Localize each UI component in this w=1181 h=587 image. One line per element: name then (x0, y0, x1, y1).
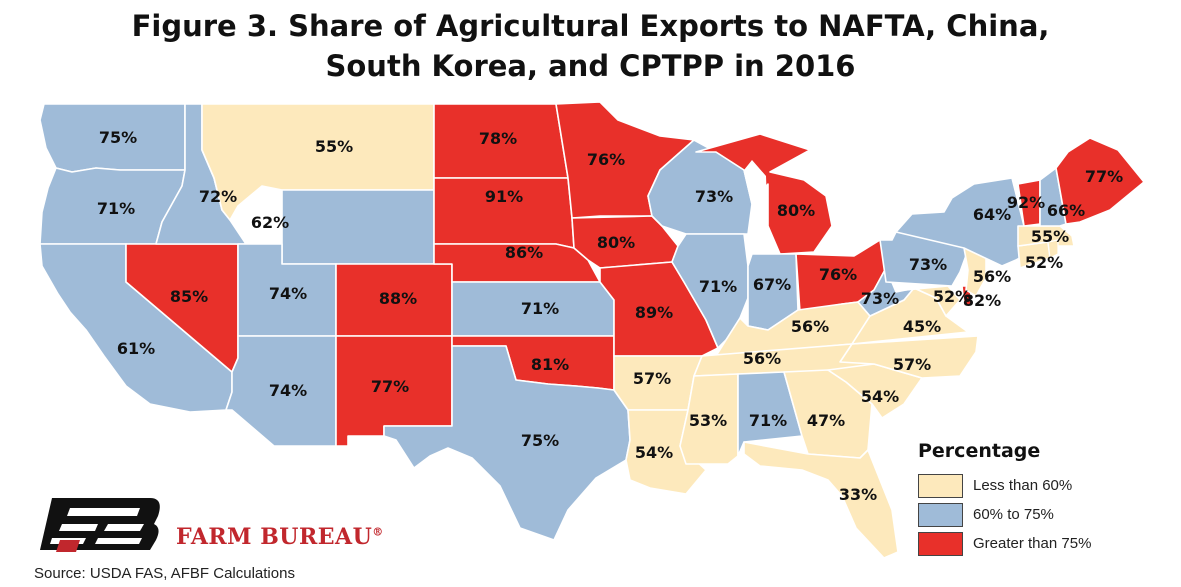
legend-label: Less than 60% (973, 477, 1073, 494)
state-label-md: 52% (933, 287, 971, 306)
state-label-ar: 57% (633, 369, 671, 388)
state-label-il: 71% (699, 277, 737, 296)
state-label-id: 72% (199, 187, 237, 206)
state-label-nv: 85% (170, 287, 208, 306)
state-label-wa: 75% (99, 128, 137, 147)
state-ri (1047, 239, 1059, 259)
state-label-mt: 55% (315, 137, 353, 156)
state-label-or: 71% (97, 199, 135, 218)
source-note: Source: USDA FAS, AFBF Calculations (34, 565, 295, 582)
farm-bureau-logo (40, 498, 160, 552)
state-label-tx: 75% (521, 431, 559, 450)
state-shapes (39, 101, 1145, 559)
state-me (1055, 137, 1145, 225)
state-label-al: 71% (749, 411, 787, 430)
state-wy (281, 189, 435, 265)
state-label-mi: 80% (777, 201, 815, 220)
legend: Percentage Less than 60% 60% to 75% Greate… (918, 440, 1091, 559)
state-label-nm: 77% (371, 377, 409, 396)
registered-mark: ® (372, 525, 384, 539)
legend-rows: Less than 60% 60% to 75% Greater than 75% (918, 472, 1091, 557)
state-label-ne: 86% (505, 243, 543, 262)
state-label-ga: 47% (807, 411, 845, 430)
state-label-va: 45% (903, 317, 941, 336)
legend-swatch (918, 502, 963, 527)
state-label-sd: 91% (485, 187, 523, 206)
state-label-vt: 92% (1007, 193, 1045, 212)
state-label-la: 54% (635, 443, 673, 462)
state-labels: 75% 71% 61% 85% 72% 55% 62% 74% 74% 88% 77% 78% 91% 8… (97, 128, 1123, 504)
state-label-ma: 55% (1031, 227, 1069, 246)
state-label-ct: 52% (1025, 253, 1063, 272)
state-label-in: 67% (753, 275, 791, 294)
state-label-wv: 73% (861, 289, 899, 308)
state-label-pa: 73% (909, 255, 947, 274)
legend-swatch (918, 473, 963, 498)
state-label-nc: 57% (893, 355, 931, 374)
state-label-ia: 80% (597, 233, 635, 252)
state-il (671, 233, 749, 349)
state-nh (1039, 167, 1067, 227)
state-label-mn: 76% (587, 150, 625, 169)
state-label-ok: 81% (531, 355, 569, 374)
state-label-oh: 76% (819, 265, 857, 284)
chart-title: Figure 3. Share of Agricultural Exports … (0, 6, 1181, 86)
lake-michigan (744, 160, 768, 252)
brand-name: FARM BUREAU® (176, 524, 384, 550)
state-label-de: 82% (963, 291, 1001, 310)
state-label-az: 74% (269, 381, 307, 400)
legend-label: 60% to 75% (973, 506, 1054, 523)
state-al (737, 371, 803, 457)
state-label-fl: 33% (839, 485, 877, 504)
chart-title-line-2: South Korea, and CPTPP in 2016 (325, 49, 856, 83)
legend-item: 60% to 75% (918, 501, 1091, 528)
state-ny (895, 177, 1031, 267)
legend-item: Less than 60% (918, 472, 1091, 499)
brand-name-text: FARM BUREAU (176, 524, 373, 550)
state-label-tn: 56% (743, 349, 781, 368)
state-label-me: 77% (1085, 167, 1123, 186)
state-label-nd: 78% (479, 129, 517, 148)
legend-item: Greater than 75% (918, 530, 1091, 557)
state-label-ky: 56% (791, 317, 829, 336)
state-label-ca: 61% (117, 339, 155, 358)
legend-title: Percentage (918, 440, 1041, 462)
state-label-ks: 71% (521, 299, 559, 318)
state-label-wi: 73% (695, 187, 733, 206)
state-nc (839, 335, 979, 379)
state-label-co: 88% (379, 289, 417, 308)
state-label-sc: 54% (861, 387, 899, 406)
state-tx (383, 345, 631, 541)
state-fl (743, 441, 899, 559)
state-label-nj: 56% (973, 267, 1011, 286)
state-ma (1017, 225, 1075, 247)
legend-swatch (918, 531, 963, 556)
state-label-ut: 74% (269, 284, 307, 303)
legend-label: Greater than 75% (973, 535, 1092, 552)
chart-title-line-1: Figure 3. Share of Agricultural Exports … (131, 9, 1050, 43)
state-label-ms: 53% (689, 411, 727, 430)
state-label-wy: 62% (251, 213, 289, 232)
state-label-ny: 64% (973, 205, 1011, 224)
state-label-nh: 66% (1047, 201, 1085, 220)
state-label-mo: 89% (635, 303, 673, 322)
